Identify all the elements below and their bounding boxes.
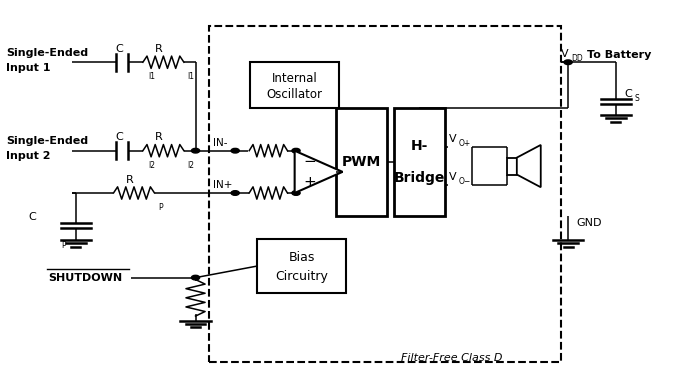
FancyBboxPatch shape (257, 239, 346, 293)
Text: V: V (561, 49, 569, 59)
Text: I2: I2 (187, 161, 195, 170)
FancyBboxPatch shape (209, 26, 561, 362)
Circle shape (292, 191, 300, 195)
Text: S: S (634, 94, 639, 103)
Polygon shape (516, 145, 540, 187)
Text: R: R (155, 132, 162, 142)
Text: P: P (61, 240, 66, 249)
Text: PWM: PWM (342, 155, 381, 169)
Text: R: R (155, 44, 162, 54)
Text: DD: DD (571, 54, 583, 63)
Text: O−: O− (459, 177, 471, 186)
Text: V: V (449, 172, 456, 182)
Text: Internal: Internal (272, 72, 318, 85)
Circle shape (191, 275, 199, 280)
Text: IN+: IN+ (212, 180, 232, 190)
Polygon shape (507, 157, 516, 174)
Text: Input 1: Input 1 (6, 63, 51, 73)
Text: To Battery: To Battery (587, 49, 651, 59)
Text: P: P (159, 203, 163, 212)
Circle shape (231, 191, 239, 195)
FancyBboxPatch shape (250, 62, 339, 108)
Text: Single-Ended: Single-Ended (6, 136, 88, 146)
Text: Bridge: Bridge (394, 171, 445, 185)
Text: C: C (28, 212, 36, 222)
Circle shape (292, 148, 300, 153)
FancyBboxPatch shape (394, 108, 445, 216)
Text: C: C (116, 132, 123, 142)
Text: I2: I2 (149, 161, 155, 170)
Circle shape (231, 148, 239, 153)
Text: +: + (303, 175, 316, 190)
Circle shape (191, 148, 199, 153)
Text: I1: I1 (149, 73, 155, 81)
Text: C: C (116, 44, 123, 54)
Circle shape (564, 60, 572, 64)
Text: Circuitry: Circuitry (275, 270, 328, 283)
Text: V: V (449, 134, 456, 144)
Text: Oscillator: Oscillator (266, 88, 323, 101)
Text: Single-Ended: Single-Ended (6, 47, 88, 58)
Polygon shape (295, 151, 342, 193)
Text: −: − (303, 154, 316, 169)
Text: Bias: Bias (288, 252, 314, 264)
Text: R: R (126, 174, 134, 185)
Text: Input 2: Input 2 (6, 151, 51, 161)
Text: I1: I1 (187, 73, 195, 81)
FancyBboxPatch shape (336, 108, 387, 216)
Text: SHUTDOWN: SHUTDOWN (49, 273, 123, 283)
Text: O+: O+ (459, 139, 471, 147)
Text: C: C (624, 89, 632, 99)
Text: Filter-Free Class D: Filter-Free Class D (401, 353, 503, 363)
Text: GND: GND (576, 218, 602, 228)
Text: H-: H- (411, 139, 428, 153)
Text: IN-: IN- (212, 138, 227, 147)
